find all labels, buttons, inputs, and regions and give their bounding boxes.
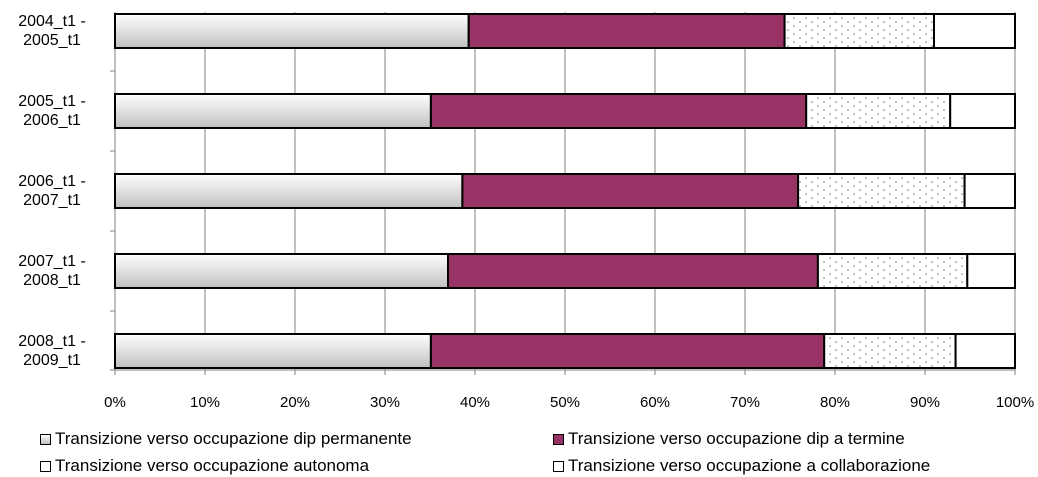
bar-segment [816, 253, 969, 289]
bar-segment [114, 13, 470, 49]
x-tick-label: 40% [460, 394, 490, 411]
legend-swatch [553, 433, 564, 445]
bar-segment [783, 13, 935, 49]
legend-swatch [553, 460, 564, 472]
x-tick-label: 10% [190, 394, 220, 411]
y-tick-label: 2008_t1 - 2009_t1 [18, 333, 86, 369]
legend-swatch [40, 460, 51, 472]
x-tick-label: 50% [550, 394, 580, 411]
bar-segment [461, 173, 800, 209]
legend-item: Transizione verso occupazione autonoma [40, 456, 369, 476]
x-tick-label: 70% [730, 394, 760, 411]
legend-label: Transizione verso occupazione dip perman… [55, 429, 412, 448]
bar-segment [114, 333, 432, 369]
bar-segment [966, 253, 1016, 289]
y-tick-label: 2005_t1 - 2006_t1 [18, 93, 86, 129]
legend-item: Transizione verso occupazione dip a term… [553, 429, 905, 449]
bar-segment [823, 333, 957, 369]
x-tick-label: 60% [640, 394, 670, 411]
x-tick-label: 0% [104, 394, 126, 411]
bar-segment [805, 93, 952, 129]
y-tick-label: 2004_t1 - 2005_t1 [18, 13, 86, 49]
bar-segment [949, 93, 1017, 129]
bar-segment [963, 173, 1016, 209]
y-tick-label: 2007_t1 - 2008_t1 [18, 253, 86, 289]
legend-label: Transizione verso occupazione dip a term… [568, 429, 905, 448]
x-tick-label: 100% [996, 394, 1034, 411]
bar-segment [429, 93, 808, 129]
bar-segment [429, 333, 826, 369]
bar-segment [467, 13, 786, 49]
legend-label: Transizione verso occupazione a collabor… [568, 456, 931, 475]
legend-item: Transizione verso occupazione dip perman… [40, 429, 412, 449]
x-tick-label: 30% [370, 394, 400, 411]
bar-segment [114, 173, 464, 209]
legend-swatch [40, 433, 51, 445]
x-tick-label: 20% [280, 394, 310, 411]
bar-segment [114, 253, 449, 289]
bar-segment [797, 173, 966, 209]
x-tick-label: 90% [910, 394, 940, 411]
legend-item: Transizione verso occupazione a collabor… [553, 456, 930, 476]
x-tick-label: 80% [820, 394, 850, 411]
bar-segment [933, 13, 1016, 49]
bar-segment [114, 93, 432, 129]
y-tick-label: 2006_t1 - 2007_t1 [18, 173, 86, 209]
legend-label: Transizione verso occupazione autonoma [55, 456, 370, 475]
bar-segment [954, 333, 1016, 369]
bar-segment [447, 253, 819, 289]
